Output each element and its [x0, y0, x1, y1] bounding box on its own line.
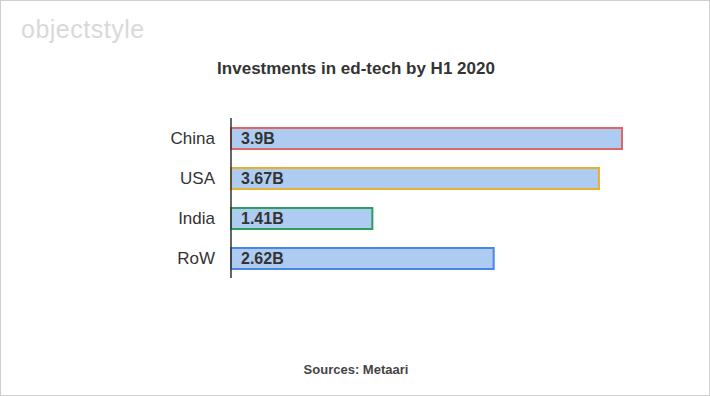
- svg-text:1.41B: 1.41B: [241, 210, 284, 227]
- svg-text:2.62B: 2.62B: [241, 250, 284, 267]
- svg-text:China: China: [171, 129, 216, 148]
- html-text:objectstyle: objectstyle: [21, 15, 145, 43]
- svg-text:3.67B: 3.67B: [241, 170, 284, 187]
- html-text:Investments in ed-tech by H1 2: Investments in ed-tech by H1 2020: [217, 59, 495, 78]
- svg-text:RoW: RoW: [177, 249, 215, 268]
- svg-text:USA: USA: [180, 169, 216, 188]
- svg-text:India: India: [178, 209, 215, 228]
- html-text:Sources: Metaari: Sources: Metaari: [303, 362, 409, 377]
- svg-text:3.9B: 3.9B: [241, 130, 275, 147]
